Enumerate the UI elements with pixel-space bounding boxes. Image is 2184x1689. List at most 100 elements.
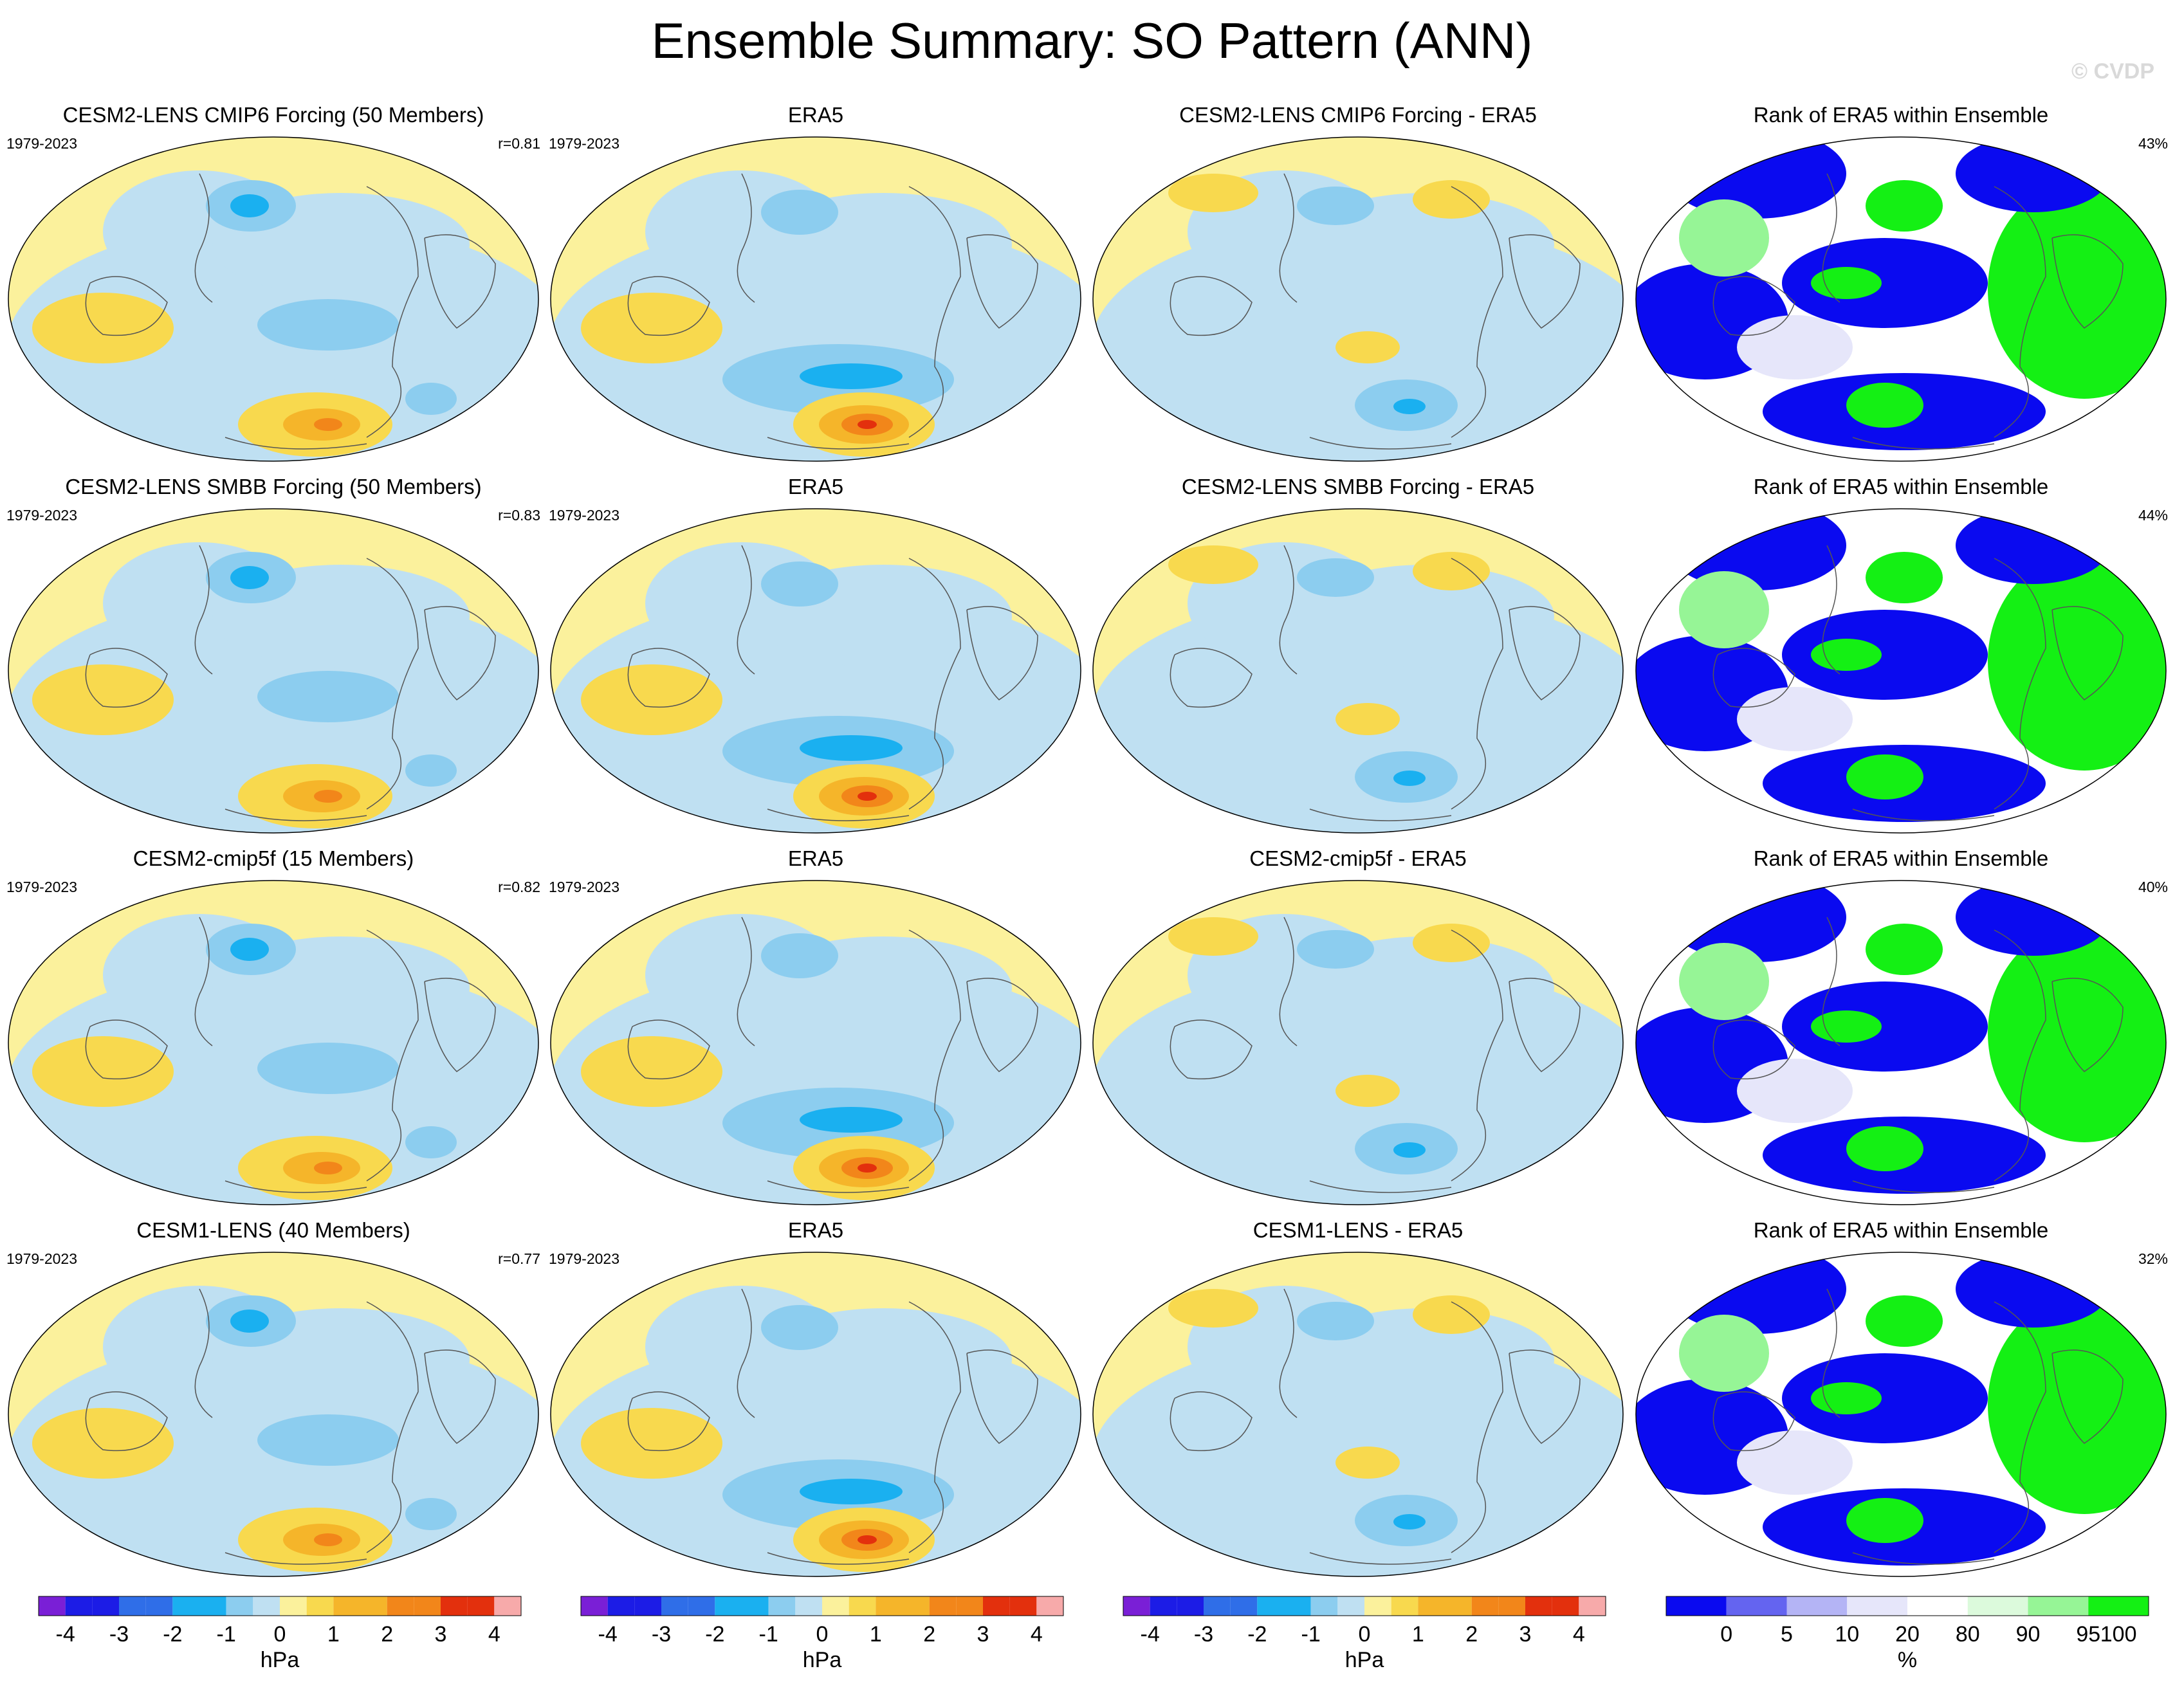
contour-region xyxy=(257,299,399,351)
contour-region xyxy=(314,418,342,431)
coastline xyxy=(767,808,910,821)
colorbar-swatch xyxy=(1284,1596,1311,1616)
coastline xyxy=(1451,929,1503,1182)
rank-percent: 44% xyxy=(2138,507,2168,524)
contour-region xyxy=(32,1408,174,1479)
colorbar-swatch xyxy=(253,1596,280,1616)
colorbar-swatch xyxy=(1204,1596,1231,1616)
coastline xyxy=(1309,808,1452,821)
colorbar-frame xyxy=(580,1596,1064,1616)
rank-region xyxy=(1866,552,1943,603)
rank-region xyxy=(1782,238,1988,328)
panel-title: CESM2-cmip5f - ERA5 xyxy=(1249,846,1467,870)
coastline xyxy=(966,978,1038,1072)
colorbar-swatch xyxy=(1257,1596,1284,1616)
coastline xyxy=(1712,276,1795,336)
colorbar-tick-label: -2 xyxy=(1247,1622,1267,1647)
map-model xyxy=(8,508,539,834)
map-outline xyxy=(550,136,1081,462)
colorbar-tick-label: -3 xyxy=(1194,1622,1213,1647)
coastline xyxy=(1509,978,1581,1072)
colorbar-swatch xyxy=(1847,1596,1907,1616)
contour-region xyxy=(800,735,903,761)
coastline xyxy=(1994,1301,2046,1553)
rank-percent: 40% xyxy=(2138,879,2168,895)
colorbar-tick-label: 2 xyxy=(1465,1622,1478,1647)
colorbar-tick-label: 4 xyxy=(1573,1622,1585,1647)
contour-region xyxy=(800,1479,903,1504)
map-panel-diff: CESM1-LENS - ERA5 xyxy=(1091,1218,1625,1578)
colorbar-swatch xyxy=(903,1596,930,1616)
colorbar-swatch xyxy=(634,1596,661,1616)
colorbar-swatch xyxy=(1177,1596,1204,1616)
contour-region xyxy=(1297,930,1374,969)
panel-period: 1979-2023 xyxy=(6,135,77,152)
rank-region xyxy=(1846,1498,1923,1543)
colorbar-swatch xyxy=(1498,1596,1525,1616)
map-panel-diff: CESM2-LENS CMIP6 Forcing - ERA5 xyxy=(1091,103,1625,463)
contour-region xyxy=(1413,924,1490,962)
contour-region xyxy=(581,1036,722,1107)
contour-region xyxy=(1168,545,1258,584)
coastline xyxy=(194,173,213,303)
coastline xyxy=(1279,917,1298,1046)
contour-region xyxy=(314,1162,342,1174)
colorbar-swatch xyxy=(1666,1596,1727,1616)
contour-region xyxy=(858,420,877,429)
map-obs xyxy=(550,136,1081,462)
figure-title: Ensemble Summary: SO Pattern (ANN) xyxy=(651,12,1533,69)
coastline xyxy=(1451,186,1503,438)
contour-region xyxy=(800,1107,903,1133)
rank-region xyxy=(1679,199,1769,277)
contour-region xyxy=(405,754,457,787)
colorbar-swatch xyxy=(1552,1596,1579,1616)
panel-title: ERA5 xyxy=(787,103,844,127)
coastline xyxy=(627,1391,710,1452)
rank-region xyxy=(1782,610,1988,700)
coastline xyxy=(366,558,419,810)
coastline xyxy=(767,1180,910,1193)
colorbar-tick-label: -1 xyxy=(1301,1622,1321,1647)
colorbar-frame xyxy=(1123,1596,1606,1616)
colorbar: 0 5 10 20 80 90 95 100% xyxy=(1663,1595,2152,1685)
coastline xyxy=(194,917,213,1046)
coastline xyxy=(737,917,755,1046)
map-outline xyxy=(1092,508,1624,834)
colorbar-swatch xyxy=(849,1596,876,1616)
contour-region xyxy=(257,1414,399,1466)
colorbar-tick-label: -1 xyxy=(759,1622,778,1647)
colorbar-tick-label: -4 xyxy=(56,1622,75,1647)
colorbar-tick-label: 1 xyxy=(870,1622,882,1647)
coastline xyxy=(1994,929,2046,1182)
colorbar-swatch xyxy=(467,1596,495,1616)
colorbar-swatch xyxy=(1036,1596,1063,1616)
coastline xyxy=(1994,558,2046,810)
map-panel-diff: CESM2-cmip5f - ERA5 xyxy=(1091,846,1625,1207)
coastline xyxy=(908,558,961,810)
colorbar-tick-label: 10 xyxy=(1835,1622,1859,1647)
coastline xyxy=(1712,648,1795,708)
colorbar-tick-label: 4 xyxy=(1031,1622,1043,1647)
panel-title: ERA5 xyxy=(787,846,844,870)
colorbar: -4 -3 -2 -1 0 1 2 3 4 hPa xyxy=(1120,1595,1609,1685)
map-rank xyxy=(1635,136,2167,462)
map-outline xyxy=(1092,136,1624,462)
colorbar-swatch xyxy=(742,1596,769,1616)
coastline xyxy=(225,437,367,450)
colorbar-unit: hPa xyxy=(802,1648,842,1672)
contour-region xyxy=(1393,1514,1426,1529)
coastline xyxy=(908,186,961,438)
colorbar-swatch xyxy=(1337,1596,1364,1616)
rank-region xyxy=(1679,571,1769,648)
colorbar-tick-label: 2 xyxy=(381,1622,393,1647)
coastline xyxy=(1170,648,1253,708)
colorbar-tick-label: -2 xyxy=(163,1622,182,1647)
contour-region xyxy=(581,293,722,363)
colorbar-tick-label: 1 xyxy=(1412,1622,1424,1647)
panel-title: Rank of ERA5 within Ensemble xyxy=(1753,103,2049,127)
panel-title: CESM2-LENS SMBB Forcing - ERA5 xyxy=(1181,475,1535,498)
map-diff xyxy=(1092,508,1624,834)
colorbar-tick-label: 1 xyxy=(327,1622,340,1647)
rank-region xyxy=(1988,552,2166,771)
colorbar-tick-label: 3 xyxy=(977,1622,989,1647)
